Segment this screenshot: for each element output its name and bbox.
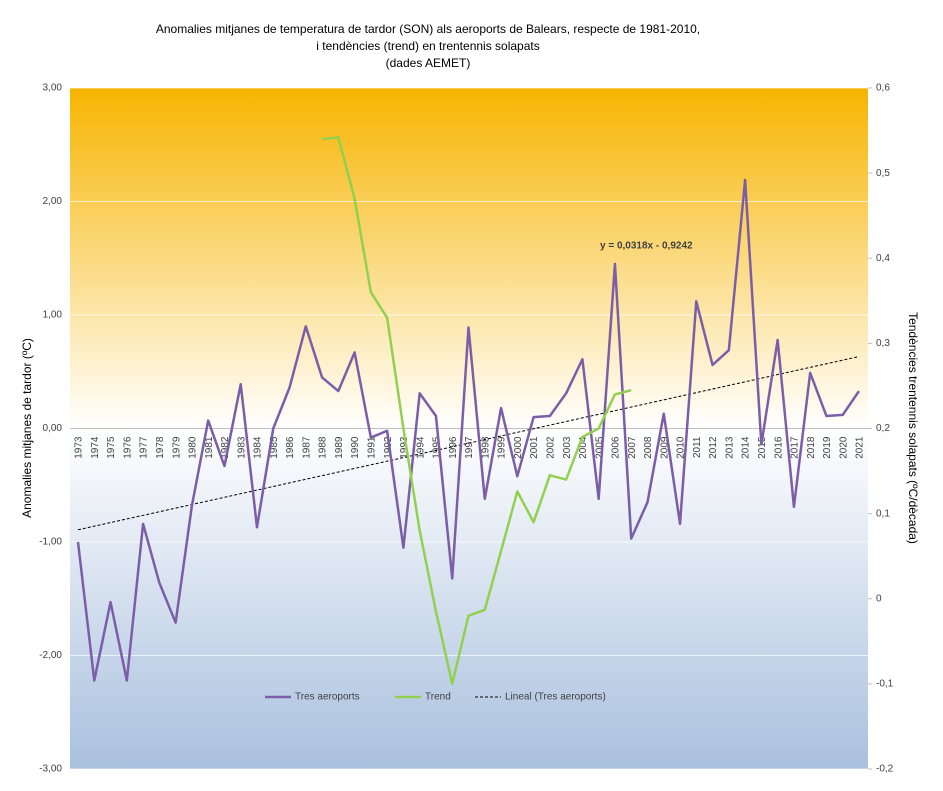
x-tick-label: 2010 — [676, 436, 687, 459]
x-tick-label: 1978 — [155, 436, 166, 459]
x-tick-label: 2002 — [545, 436, 556, 459]
x-tick-label: 2001 — [529, 436, 540, 459]
line-series — [76, 178, 861, 682]
x-tick-label: 1988 — [318, 436, 329, 459]
x-tick-label: 2017 — [790, 436, 801, 459]
x-tick-label: 2003 — [562, 436, 573, 459]
x-tick-label: 2007 — [627, 436, 638, 459]
x-tick-label: 2015 — [757, 436, 768, 459]
y-tick-label: 1,00 — [43, 310, 63, 321]
y2-tick-label: 0,5 — [876, 168, 890, 179]
y2-tick-label: -0,2 — [876, 764, 894, 775]
x-tick-label: 1993 — [399, 436, 410, 459]
x-tick-label: 2021 — [855, 436, 866, 459]
x-tick-label: 1984 — [253, 436, 264, 459]
x-tick-label: 1982 — [220, 436, 231, 459]
x-tick-label: 1975 — [106, 436, 117, 459]
chart-title: i tendències (trend) en trentennis solap… — [316, 39, 539, 53]
y-tick-label: -3,00 — [39, 764, 62, 775]
x-tick-label: 2016 — [773, 436, 784, 459]
x-tick-label: 1977 — [139, 436, 150, 459]
y2-tick-label: 0,3 — [876, 338, 890, 349]
legend-label: Lineal (Tres aeroports) — [505, 692, 606, 703]
chart-title: (dades AEMET) — [386, 56, 471, 70]
x-tick-label: 1974 — [90, 436, 101, 459]
y2-tick-label: 0 — [876, 593, 882, 604]
x-tick-label: 1980 — [188, 436, 199, 459]
y-axis-label: Anomalies mitjanes de tardor (ºC) — [20, 338, 34, 518]
y2-tick-label: 0,6 — [876, 83, 890, 94]
x-tick-label: 2005 — [594, 436, 605, 459]
x-tick-label: 2004 — [578, 436, 589, 459]
y2-tick-label: 0,2 — [876, 423, 890, 434]
x-tick-label: 2018 — [806, 436, 817, 459]
x-tick-label: 2008 — [643, 436, 654, 459]
y-tick-label: 2,00 — [43, 196, 63, 207]
x-tick-label: 2014 — [741, 436, 752, 459]
y-tick-label: 0,00 — [43, 423, 63, 434]
x-tick-label: 1983 — [236, 436, 247, 459]
x-tick-label: 1990 — [350, 436, 361, 459]
x-tick-label: 2020 — [838, 436, 849, 459]
legend-label: Tres aeroports — [295, 692, 360, 703]
x-tick-label: 1976 — [122, 436, 133, 459]
x-tick-label: 2019 — [822, 436, 833, 459]
y2-tick-label: 0,4 — [876, 253, 890, 264]
x-tick-label: 1994 — [415, 436, 426, 459]
x-tick-label: 1987 — [301, 436, 312, 459]
x-tick-label: 2012 — [708, 436, 719, 459]
x-tick-label: 1991 — [367, 436, 378, 459]
x-tick-label: 1989 — [334, 436, 345, 459]
x-tick-label: 2011 — [692, 436, 703, 458]
y-tick-label: -1,00 — [39, 537, 62, 548]
y2-tick-label: -0,1 — [876, 679, 894, 690]
x-tick-label: 1999 — [497, 436, 508, 459]
x-tick-label: 2013 — [724, 436, 735, 459]
x-tick-label: 1973 — [74, 436, 85, 459]
x-tick-label: 2006 — [611, 436, 622, 459]
x-tick-label: 1981 — [204, 436, 215, 459]
line-series — [321, 136, 632, 686]
x-tick-label: 1979 — [171, 436, 182, 459]
chart-title: Anomalies mitjanes de temperatura de tar… — [156, 22, 700, 36]
x-tick-label: 1996 — [448, 436, 459, 459]
x-tick-label: 1986 — [285, 436, 296, 459]
x-tick-label: 1998 — [480, 436, 491, 459]
x-tick-label: 2000 — [513, 436, 524, 459]
legend-label: Trend — [425, 692, 451, 703]
trendline-label: y = 0,0318x - 0,9242 — [600, 241, 693, 252]
trendline — [77, 356, 860, 531]
y2-tick-label: 0,1 — [876, 508, 890, 519]
x-tick-label: 1995 — [432, 436, 443, 459]
y2-axis-label: Tendències trentennis solapats (ºC/dècad… — [906, 312, 920, 544]
x-tick-label: 1985 — [269, 436, 280, 459]
y-tick-label: 3,00 — [43, 83, 63, 94]
x-tick-label: 2009 — [659, 436, 670, 459]
y-tick-label: -2,00 — [39, 650, 62, 661]
x-tick-label: 1997 — [464, 436, 475, 459]
